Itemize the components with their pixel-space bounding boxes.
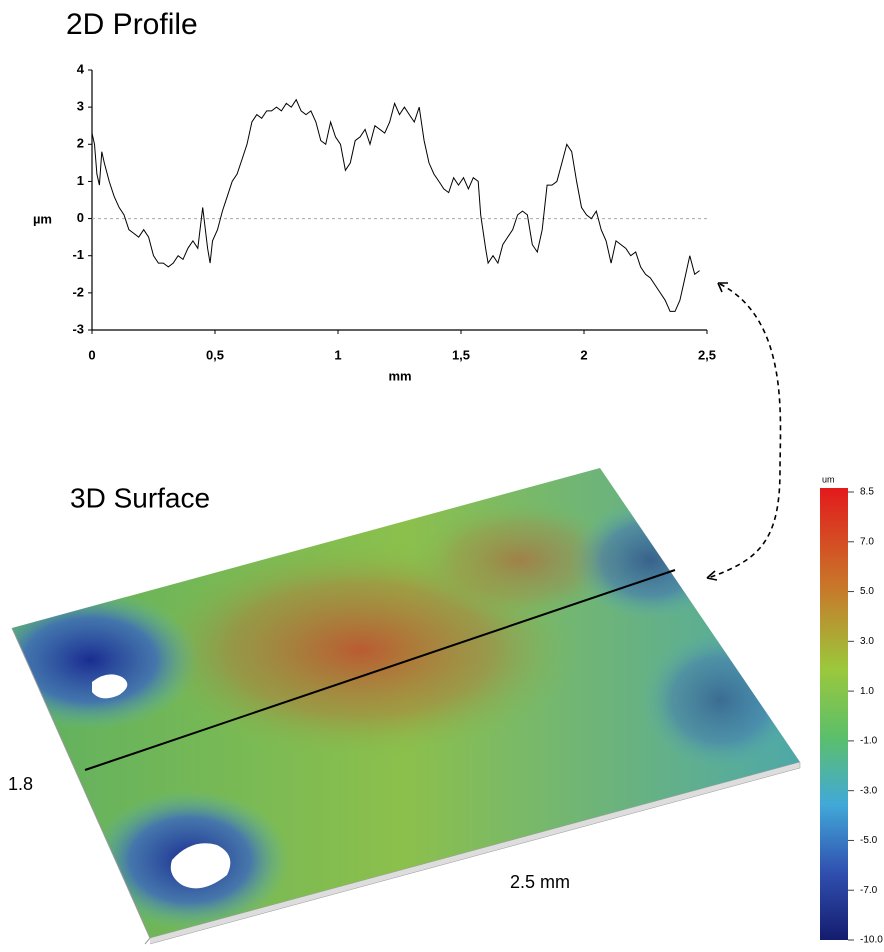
surface-edge — [11, 627, 151, 945]
link-arrow — [707, 283, 782, 579]
y-tick-label: -1 — [72, 247, 84, 262]
colorbar-label: 7.0 — [860, 536, 874, 547]
low-region — [570, 500, 730, 620]
plot: -3 -2 -1 0 1 2 3 4 0 0,5 1 1,5 2 2,5 — [72, 61, 716, 362]
arrow-head — [717, 282, 728, 293]
colorbar-label: -10.0 — [860, 935, 883, 946]
y-tick-label: 2 — [77, 136, 84, 151]
height-label: 1.8 — [8, 774, 33, 794]
colorbar-label: -1.0 — [860, 736, 878, 747]
x-tick-label: 2 — [580, 347, 587, 362]
chart-title: 2D Profile — [66, 8, 198, 41]
colorbar — [820, 488, 848, 940]
x-tick-label: 1,5 — [452, 347, 470, 362]
colorbar-labels: 8.5 7.0 5.0 3.0 1.0 -1.0 -3.0 -5.0 -7.0 -10.0 — [848, 487, 883, 946]
y-tick-label: -2 — [72, 284, 84, 299]
y-tick-label: 4 — [77, 61, 85, 76]
width-label: 2.5 mm — [510, 872, 570, 892]
colorbar-label: -7.0 — [860, 885, 878, 896]
profile-line — [84, 569, 676, 771]
void — [92, 674, 128, 699]
low-region — [640, 630, 800, 770]
colorbar-label: -5.0 — [860, 835, 878, 846]
y-tick-label: 1 — [77, 173, 84, 188]
colorbar-label: 8.5 — [860, 487, 874, 498]
colorbar-label: -3.0 — [860, 785, 878, 796]
colorbar-unit: um — [822, 474, 835, 484]
surface-title: 3D Surface — [70, 482, 210, 513]
arrow-head — [706, 570, 718, 581]
x-tick-label: 2,5 — [698, 347, 716, 362]
high-region — [410, 500, 630, 620]
y-axis-label: µm — [33, 211, 52, 226]
x-tick-label: 0 — [88, 347, 95, 362]
void — [170, 843, 231, 889]
colorbar-label: 3.0 — [860, 636, 874, 647]
y-tick-label: 0 — [77, 210, 84, 225]
surface — [11, 468, 801, 945]
x-tick-label: 1 — [334, 347, 341, 362]
colorbar-label: 1.0 — [860, 686, 874, 697]
colorbar-label: 5.0 — [860, 586, 874, 597]
y-tick-label: 3 — [77, 99, 84, 114]
profile-line — [91, 98, 700, 312]
x-tick-label: 0,5 — [206, 347, 224, 362]
x-axis-label: mm — [388, 368, 411, 383]
surface-edge — [149, 761, 801, 945]
y-tick-label: -3 — [72, 321, 84, 336]
